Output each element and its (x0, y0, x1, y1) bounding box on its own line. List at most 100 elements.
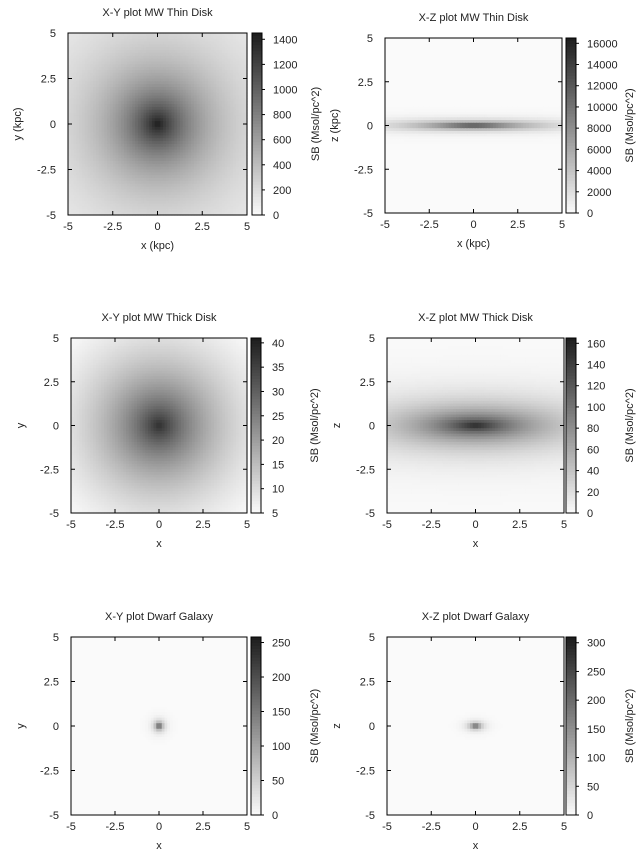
y-tick-label: -5 (49, 508, 59, 520)
colorbar-tick-label: 16000 (587, 38, 618, 50)
x-tick-label: 0 (154, 221, 160, 233)
y-tick-label: 2.5 (44, 677, 59, 689)
colorbar-tick-label: 200 (587, 695, 605, 707)
colorbar-tick-label: 100 (587, 753, 605, 765)
colorbar-tick-label: 100 (272, 741, 290, 753)
y-tick-label: 0 (53, 421, 59, 433)
colorbar-tick-label: 0 (587, 208, 593, 220)
x-tick-label: -2.5 (103, 221, 122, 233)
y-tick-label: -5 (365, 810, 375, 822)
y-tick-label: -5 (363, 208, 373, 220)
colorbar-tick-label: 600 (273, 135, 291, 147)
y-tick-label: 0 (367, 121, 373, 133)
colorbar-tick-label: 30 (272, 386, 284, 398)
y-tick-label: 5 (50, 28, 56, 40)
chart-title: X-Z plot MW Thick Disk (418, 312, 533, 324)
colorbar: 250 200 150 100 50 0 (250, 636, 290, 822)
y-tick-label: 5 (367, 33, 373, 45)
colorbar-tick-label: 40 (587, 466, 599, 478)
colorbar-tick-label: 1200 (273, 59, 297, 71)
colorbar-tick-label: 5 (272, 508, 278, 520)
y-tick-label: -2.5 (40, 464, 59, 476)
x-tick-label: -5 (380, 219, 390, 231)
y-tick-label: -5 (365, 508, 375, 520)
y-axis-label: y (15, 723, 27, 729)
y-tick-label: 5 (369, 333, 375, 345)
panel-2: X-Z plot MW Thin Disk -5 -2.5 0 2.5 5 5 2.5 0 -2.… (329, 12, 636, 250)
colorbar-tick-label: 60 (587, 444, 599, 456)
y-tick-label: 0 (53, 721, 59, 733)
colorbar-tick-label: 250 (587, 666, 605, 678)
x-tick-label: 5 (559, 219, 565, 231)
x-tick-label: 0 (156, 519, 162, 531)
chart-title: X-Z plot MW Thin Disk (419, 12, 529, 24)
colorbar-tick-label: 2000 (587, 187, 611, 199)
x-tick-label: 5 (244, 519, 250, 531)
colorbar-tick-label: 14000 (587, 60, 618, 72)
colorbar-tick-label: 200 (273, 185, 291, 197)
x-tick-label: 2.5 (510, 219, 525, 231)
x-tick-label: -5 (382, 519, 392, 531)
x-tick-label: 5 (244, 221, 250, 233)
colorbar-tick-label: 6000 (587, 144, 611, 156)
colorbar-tick-label: 10000 (587, 102, 618, 114)
colorbar-tick-label: 40 (272, 338, 284, 350)
x-axis-label: x (156, 840, 162, 852)
colorbar: 1400 1200 1000 800 600 400 200 0 (251, 32, 297, 222)
x-tick-label: -2.5 (422, 821, 441, 833)
colorbar-tick-label: 120 (587, 381, 605, 393)
y-tick-label: 5 (53, 333, 59, 345)
colorbar-tick-label: 300 (587, 638, 605, 650)
panel-6: X-Z plot Dwarf Galaxy -5 -2.5 0 2.5 5 5 2.5 0 -2.… (331, 611, 636, 852)
x-axis-label: x (156, 538, 162, 550)
y-tick-label: 0 (369, 721, 375, 733)
x-tick-label: -5 (63, 221, 73, 233)
heatmap-cells (387, 338, 565, 514)
x-tick-label: 2.5 (512, 519, 527, 531)
colorbar-tick-label: 35 (272, 362, 284, 374)
colorbar-tick-label: 140 (587, 360, 605, 372)
x-tick-label: 0 (470, 219, 476, 231)
x-axis-label: x (473, 840, 479, 852)
x-tick-label: 5 (561, 821, 567, 833)
panel-1: X-Y plot MW Thin Disk -5 -2.5 0 2.5 5 5 2.5 0 -2.… (12, 7, 322, 252)
colorbar: 40 35 30 25 20 15 10 5 (250, 337, 284, 520)
chart-title: X-Y plot MW Thin Disk (102, 7, 213, 19)
heatmap-cells (385, 38, 563, 214)
x-axis-label: x (473, 538, 479, 550)
x-tick-label: -2.5 (420, 219, 439, 231)
x-tick-label: 2.5 (195, 221, 210, 233)
colorbar-tick-label: 0 (272, 810, 278, 822)
y-tick-label: 5 (53, 632, 59, 644)
colorbar-tick-label: 10 (272, 484, 284, 496)
colorbar-tick-label: 50 (587, 781, 599, 793)
colorbar-tick-label: 1400 (273, 34, 297, 46)
y-tick-label: 2.5 (44, 377, 59, 389)
colorbar-tick-label: 0 (587, 508, 593, 520)
colorbar-label: SB (Msol/pc^2) (624, 689, 636, 763)
heatmap-cells (71, 338, 248, 514)
heatmap-cells (71, 637, 248, 816)
colorbar-tick-label: 80 (587, 423, 599, 435)
y-tick-label: -2.5 (356, 766, 375, 778)
colorbar-tick-label: 15 (272, 459, 284, 471)
y-tick-label: 0 (50, 119, 56, 131)
y-tick-label: -2.5 (40, 766, 59, 778)
colorbar-tick-label: 4000 (587, 166, 611, 178)
heatmap-cells (387, 637, 565, 816)
x-tick-label: -2.5 (422, 519, 441, 531)
colorbar-tick-label: 20 (272, 435, 284, 447)
y-tick-label: -2.5 (37, 165, 56, 177)
chart-title: X-Z plot Dwarf Galaxy (422, 611, 530, 623)
x-tick-label: -2.5 (106, 821, 125, 833)
x-tick-label: 5 (244, 821, 250, 833)
x-tick-label: 0 (472, 519, 478, 531)
colorbar-label: SB (Msol/pc^2) (309, 689, 321, 763)
x-tick-label: -2.5 (106, 519, 125, 531)
x-tick-label: 2.5 (195, 519, 210, 531)
x-tick-label: -5 (66, 519, 76, 531)
panel-4: X-Z plot MW Thick Disk -5 -2.5 0 2.5 5 5 2.5 0 -2… (331, 312, 636, 550)
colorbar: 160 140 120 100 80 60 40 20 0 (565, 337, 605, 520)
heatmap-cells (68, 33, 248, 216)
x-tick-label: 0 (472, 821, 478, 833)
